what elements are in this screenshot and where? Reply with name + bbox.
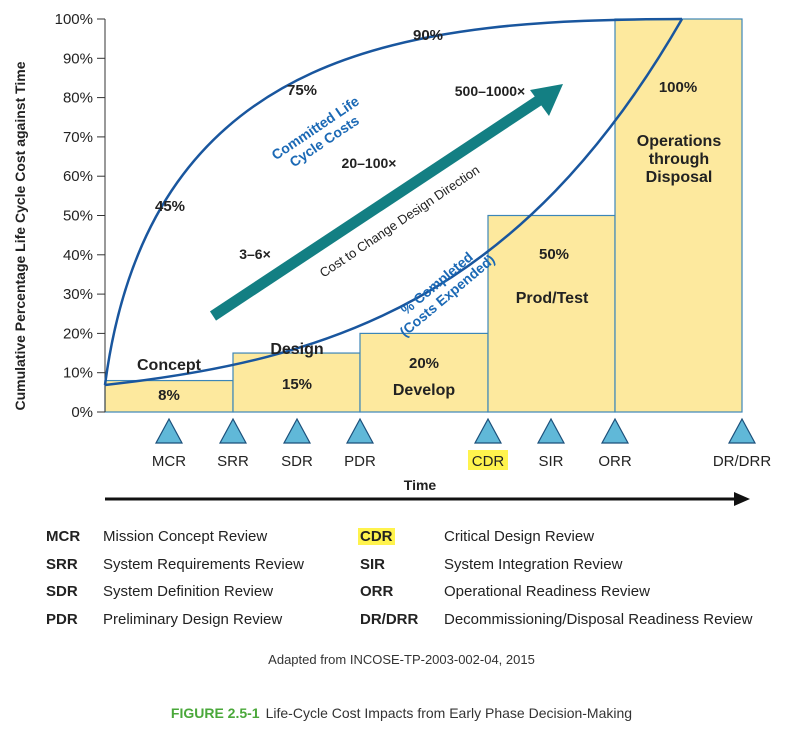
caption-text: Life-Cycle Cost Impacts from Early Phase…: [265, 705, 633, 721]
review-marker-icon: [727, 417, 757, 444]
review-marker-icon: [154, 417, 184, 444]
review-highlight: [468, 450, 508, 470]
legend-desc: System Definition Review: [103, 583, 274, 600]
y-tick-label: 70%: [63, 129, 93, 146]
legend-row: MCR Mission Concept Review CDR Critical …: [46, 528, 796, 556]
legend-desc: Decommissioning/Disposal Readiness Revie…: [444, 610, 753, 628]
time-arrowhead: [734, 492, 750, 506]
review-label: ORR: [598, 453, 632, 470]
legend-abbr-highlighted: CDR: [358, 528, 395, 545]
phase-name: Develop: [393, 382, 455, 399]
phase-value-label: 20%: [409, 355, 439, 372]
review-marker-icon: [218, 417, 248, 444]
phase-value-label: 50%: [539, 246, 569, 263]
phase-value-label: 8%: [158, 387, 180, 404]
y-tick-label: 10%: [63, 365, 93, 382]
legend-desc: Critical Design Review: [444, 528, 595, 545]
phase-value-label: 100%: [659, 79, 697, 96]
y-tick-label: 0%: [71, 404, 93, 421]
legend-desc: Mission Concept Review: [103, 528, 268, 545]
time-axis-label: Time: [404, 477, 437, 493]
review-label: PDR: [344, 453, 376, 470]
y-tick-label: 50%: [63, 208, 93, 225]
legend-desc: System Integration Review: [444, 555, 623, 573]
review-marker-icon: [282, 417, 312, 444]
committed-cost-curve: [103, 17, 683, 386]
y-tick-label: 100%: [55, 11, 93, 28]
legend-abbr: SIR: [360, 555, 386, 573]
phase-name: Design: [270, 341, 323, 358]
committed-percent-label: 45%: [155, 198, 185, 215]
legend-row: PDR Preliminary Design Review DR/DRR Dec…: [46, 611, 796, 639]
review-label: SIR: [538, 453, 563, 470]
phase-name: Concept: [137, 357, 202, 374]
review-label: CDR: [472, 453, 505, 470]
cost-multiplier-label: 20–100×: [342, 155, 397, 171]
y-tick-label: 40%: [63, 247, 93, 264]
phase-bar: [359, 332, 489, 413]
legend-abbr: MCR: [46, 528, 81, 545]
legend-desc: Operational Readiness Review: [444, 583, 650, 600]
phase-bar: [614, 18, 743, 413]
y-tick-label: 80%: [63, 90, 93, 107]
legend-abbr: DR/DRR: [360, 610, 419, 628]
source-note: Adapted from INCOSE-TP-2003-002-04, 2015: [268, 652, 535, 667]
phase-bar: [487, 214, 616, 413]
legend-row: SRR System Requirements Review SIR Syste…: [46, 556, 796, 584]
y-tick-label: 60%: [63, 168, 93, 185]
completed-cost-curve: [104, 18, 684, 387]
phase-bar: [104, 379, 234, 413]
review-legend: MCR Mission Concept Review CDR Critical …: [46, 528, 796, 638]
legend-desc: System Requirements Review: [103, 555, 304, 573]
review-label: SDR: [281, 453, 313, 470]
legend-row: SDR System Definition Review ORR Operati…: [46, 583, 796, 611]
review-label: DR/DRR: [713, 453, 771, 470]
life-cycle-cost-chart: 0% 10% 20% 30% 40% 50% 60% 70% 80% 90% 100% Concep…: [55, 11, 771, 506]
cost-to-change-arrowhead: [530, 84, 563, 116]
legend-desc: Preliminary Design Review: [103, 610, 283, 628]
committed-percent-label: 90%: [413, 27, 443, 44]
legend-abbr: SRR: [46, 555, 78, 573]
completed-curve-label: % Completed(Costs Expended): [386, 239, 498, 340]
committed-percent-label: 75%: [287, 82, 317, 99]
legend-abbr: SDR: [46, 583, 78, 600]
review-marker-icon: [345, 417, 375, 444]
review-marker-icon: [536, 417, 566, 444]
phase-value-label: 15%: [282, 376, 312, 393]
y-tick-label: 30%: [63, 286, 93, 303]
figure-caption: FIGURE 2.5-1 Life-Cycle Cost Impacts from…: [0, 705, 803, 721]
figure-number: FIGURE 2.5-1: [170, 705, 260, 721]
y-tick-label: 20%: [63, 325, 93, 342]
phase-bar: [232, 352, 361, 413]
cost-to-change-arrow-shaft: [209, 92, 548, 321]
review-marker-icon: [473, 417, 503, 444]
phase-name: Operations through Disposal: [637, 133, 722, 186]
y-tick-label: 90%: [63, 50, 93, 67]
cost-multiplier-label: 500–1000×: [455, 83, 525, 99]
legend-abbr: PDR: [46, 610, 78, 628]
review-label: MCR: [152, 453, 186, 470]
legend-abbr: ORR: [360, 583, 394, 600]
review-marker-icon: [600, 417, 630, 444]
cost-multiplier-label: 3–6×: [239, 246, 271, 262]
phase-name: Prod/Test: [516, 290, 589, 307]
y-axis-label: Cumulative Percentage Life Cycle Cost ag…: [12, 61, 28, 411]
review-label: SRR: [217, 453, 249, 470]
